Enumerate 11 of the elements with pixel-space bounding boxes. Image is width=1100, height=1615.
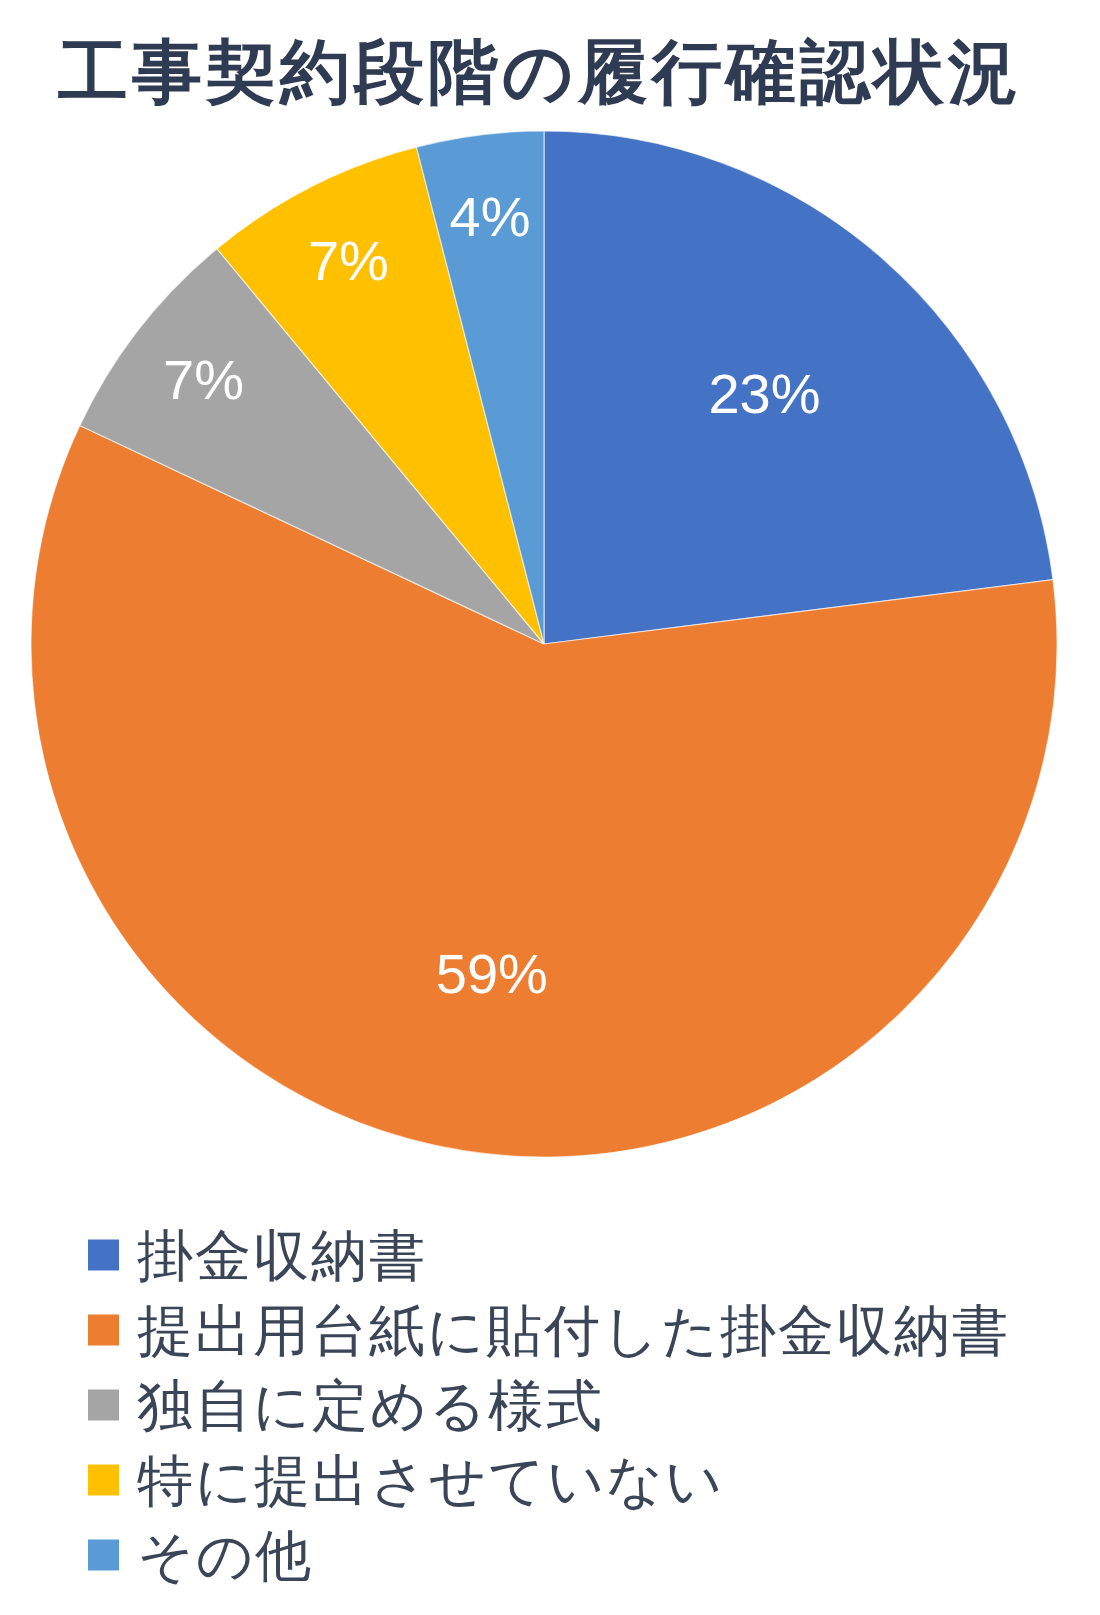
data-label: 7% — [163, 348, 244, 412]
data-label: 4% — [449, 184, 531, 248]
legend-label: 独自に定める様式 — [137, 1372, 604, 1438]
chart-title: 工事契約段階の履行確認状況 — [58, 31, 1022, 113]
data-label: 23% — [708, 362, 821, 426]
legend-label: 特に提出させていない — [137, 1447, 724, 1513]
legend-label: その他 — [137, 1522, 313, 1588]
legend-label: 掛金収納書 — [137, 1222, 427, 1288]
legend-label: 提出用台紙に貼付した掛金収納書 — [137, 1297, 1010, 1363]
data-label: 59% — [435, 941, 548, 1005]
data-label: 7% — [307, 228, 389, 292]
